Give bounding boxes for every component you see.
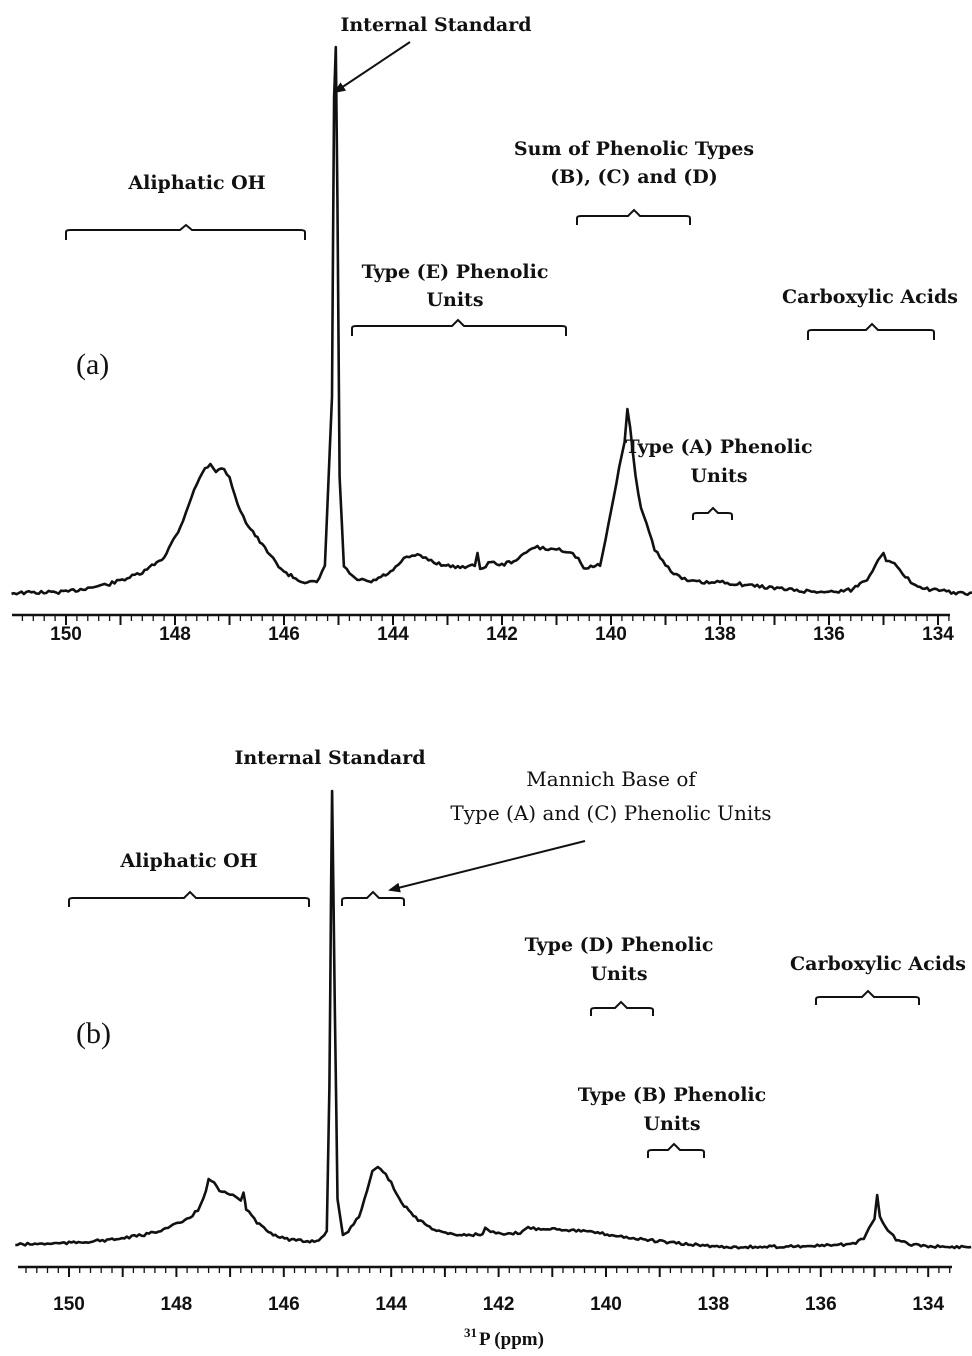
x-axis-title-superscript: 31 xyxy=(464,1325,477,1340)
aliphatic-oh-bracket-a xyxy=(65,223,306,240)
aliphatic-oh-label-a: Aliphatic OH xyxy=(127,172,265,194)
x-tick-label: 142 xyxy=(483,1294,515,1315)
x-tick-label: 150 xyxy=(50,624,82,645)
x-tick-label: 146 xyxy=(268,1294,300,1315)
x-tick-label: 144 xyxy=(377,624,409,645)
x-tick-label: 140 xyxy=(590,1294,622,1315)
x-tick-label: 138 xyxy=(704,624,736,645)
axis-b-ticks xyxy=(25,1267,951,1277)
mannich-bracket xyxy=(341,890,405,906)
panel-a-label: (a) xyxy=(76,348,109,381)
type-d-label-b-line1: Type (D) Phenolic xyxy=(525,934,714,956)
type-b-label-b-line1: Type (B) Phenolic xyxy=(578,1084,766,1106)
type-d-bracket-b xyxy=(590,1000,654,1016)
aliphatic-oh-label-b: Aliphatic OH xyxy=(119,850,257,872)
x-tick-label: 150 xyxy=(53,1294,85,1315)
x-tick-label: 134 xyxy=(922,624,954,645)
carboxylic-label-b: Carboxylic Acids xyxy=(790,953,966,975)
spectrum-b-line xyxy=(15,789,972,1250)
x-tick-label: 138 xyxy=(698,1294,730,1315)
x-tick-label: 134 xyxy=(912,1294,944,1315)
axis-a-tick-labels: 150 148 146 144 142 140 138 136 134 xyxy=(50,624,954,645)
aliphatic-oh-bracket-b xyxy=(68,890,310,907)
spectrum-panel-a: (a) 150 148 146 144 142 140 138 136 134 Internal… xyxy=(11,14,972,645)
x-tick-label: 148 xyxy=(159,624,191,645)
carboxylic-label-a: Carboxylic Acids xyxy=(782,286,958,308)
x-tick-label: 136 xyxy=(813,624,845,645)
spectrum-a-line xyxy=(11,45,972,597)
spectrum-panel-b: (b) 150 148 146 144 142 140 138 136 134 Internal… xyxy=(15,747,972,1350)
internal-standard-label-a: Internal Standard xyxy=(340,14,531,36)
axis-b-tick-labels: 150 148 146 144 142 140 138 136 134 xyxy=(53,1294,944,1315)
type-a-label-a-line2: Units xyxy=(690,465,747,487)
carboxylic-bracket-a xyxy=(807,322,935,340)
mannich-label-line1: Mannich Base of xyxy=(526,767,697,791)
x-tick-label: 142 xyxy=(486,624,518,645)
sum-phenolic-label-a-line2: (B), (C) and (D) xyxy=(550,166,717,188)
type-b-label-b-line2: Units xyxy=(643,1113,700,1135)
type-e-label-a-line2: Units xyxy=(426,289,483,311)
sum-phenolic-label-a-line1: Sum of Phenolic Types xyxy=(514,138,754,160)
x-tick-label: 140 xyxy=(595,624,627,645)
type-e-bracket-a xyxy=(351,318,567,336)
internal-standard-label-b: Internal Standard xyxy=(234,747,425,769)
mannich-label-line2: Type (A) and (C) Phenolic Units xyxy=(450,801,771,825)
x-tick-label: 136 xyxy=(805,1294,837,1315)
type-a-bracket-a xyxy=(692,506,733,520)
type-a-label-a-line1: Type (A) Phenolic xyxy=(625,436,812,458)
x-tick-label: 148 xyxy=(161,1294,193,1315)
x-tick-label: 146 xyxy=(268,624,300,645)
x-axis-title: 31 P (ppm) xyxy=(464,1325,544,1350)
x-tick-label: 144 xyxy=(375,1294,407,1315)
x-axis-title-text: P (ppm) xyxy=(479,1329,544,1350)
panel-b-label: (b) xyxy=(76,1017,111,1050)
type-b-bracket-b xyxy=(647,1142,705,1158)
mannich-arrow xyxy=(388,840,586,893)
internal-standard-arrow-a xyxy=(333,41,411,94)
type-d-label-b-line2: Units xyxy=(590,963,647,985)
carboxylic-bracket-b xyxy=(815,989,920,1005)
type-e-label-a-line1: Type (E) Phenolic xyxy=(362,261,549,283)
axis-a-ticks xyxy=(21,615,950,625)
sum-phenolic-bracket-a xyxy=(576,208,691,225)
